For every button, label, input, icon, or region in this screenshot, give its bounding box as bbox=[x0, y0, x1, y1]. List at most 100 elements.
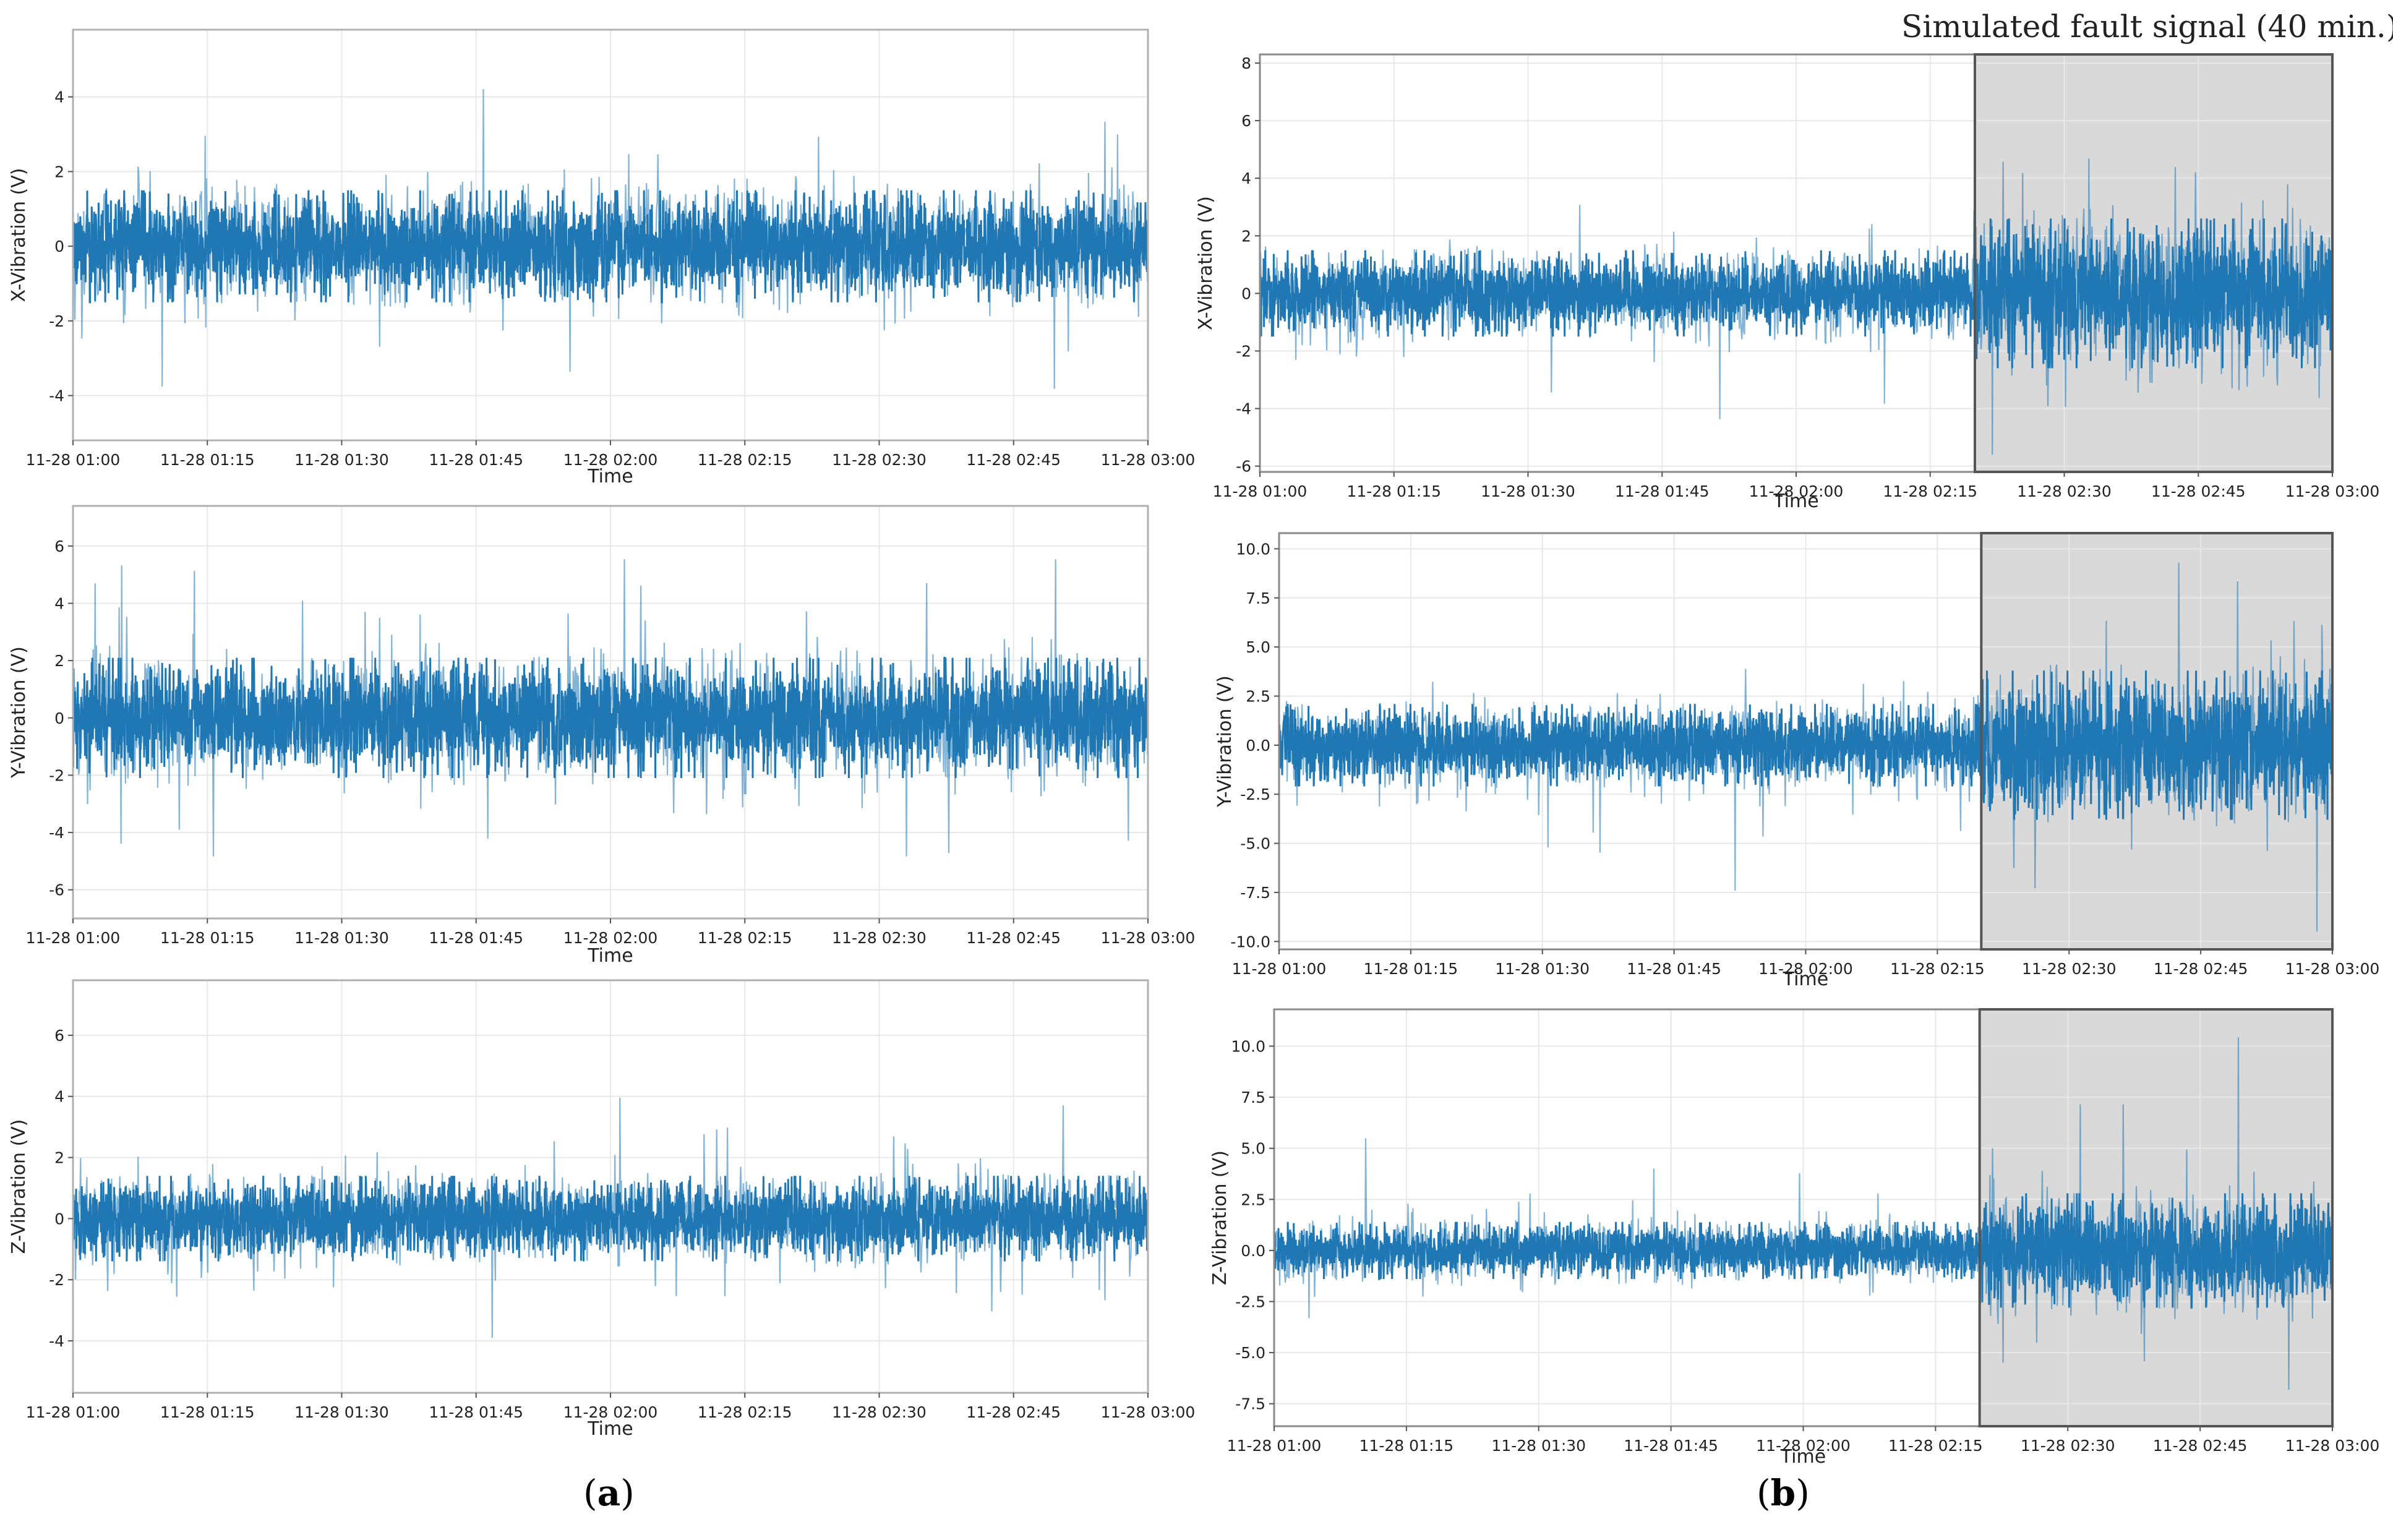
x-tick-label: 11-28 01:45 bbox=[429, 451, 523, 469]
y-tick-label: -2.5 bbox=[1240, 785, 1270, 803]
x-tick-label: 11-28 02:00 bbox=[563, 451, 658, 469]
y-tick-label: -4 bbox=[49, 1332, 64, 1350]
x-tick-label: 11-28 01:00 bbox=[1232, 960, 1327, 978]
x-tick-label: 11-28 01:30 bbox=[1491, 1437, 1586, 1455]
y-axis-label: X-Vibration (V) bbox=[8, 168, 30, 302]
x-tick-label: 11-28 01:45 bbox=[429, 929, 523, 947]
x-tick-label: 11-28 02:30 bbox=[2017, 482, 2112, 500]
y-tick-label: 6 bbox=[1241, 112, 1251, 130]
y-tick-label: 0 bbox=[54, 709, 64, 727]
x-tick-label: 11-28 01:45 bbox=[1615, 482, 1710, 500]
y-axis-label: Y-Vibration (V) bbox=[1214, 675, 1236, 808]
x-axis-label: Time bbox=[1780, 1446, 1826, 1468]
x-tick-label: 11-28 03:00 bbox=[1101, 1403, 1196, 1421]
y-tick-label: 4 bbox=[54, 594, 64, 612]
signal-core bbox=[72, 1176, 1149, 1262]
x-tick-label: 11-28 02:30 bbox=[832, 451, 927, 469]
x-tick-label: 11-28 02:45 bbox=[966, 451, 1061, 469]
fault-highlight-border bbox=[1974, 53, 2334, 473]
y-tick-label: 7.5 bbox=[1241, 1089, 1265, 1106]
y-tick-label: -4 bbox=[49, 387, 64, 405]
x-tick-label: 11-28 03:00 bbox=[2285, 1437, 2380, 1455]
x-tick-label: 11-28 01:15 bbox=[160, 929, 255, 947]
x-tick-label: 11-28 02:30 bbox=[832, 929, 927, 947]
y-tick-label: -4 bbox=[49, 824, 64, 842]
y-tick-label: -5.0 bbox=[1240, 835, 1270, 853]
x-tick-label: 11-28 01:00 bbox=[1213, 482, 1308, 500]
x-tick-label: 11-28 01:00 bbox=[1227, 1437, 1322, 1455]
x-tick-label: 11-28 02:15 bbox=[698, 1403, 792, 1421]
x-axis-label: Time bbox=[587, 945, 633, 967]
y-tick-label: 0.0 bbox=[1241, 1242, 1265, 1260]
x-tick-label: 11-28 01:15 bbox=[1359, 1437, 1454, 1455]
x-axis-label: Time bbox=[1773, 490, 1818, 512]
y-axis-label: Y-Vibration (V) bbox=[8, 646, 30, 779]
chart-b-x-vibration: 11-28 01:00 11-28 01:15 11-28 01:30 11-28 0… bbox=[1195, 53, 2380, 512]
x-tick-label: 11-28 03:00 bbox=[1101, 929, 1196, 947]
x-tick-label: 11-28 02:45 bbox=[2154, 960, 2248, 978]
y-tick-label: -4 bbox=[1236, 400, 1251, 418]
y-tick-label: 0 bbox=[54, 1210, 64, 1228]
x-tick-label: 11-28 02:30 bbox=[2021, 1437, 2115, 1455]
y-tick-label: 4 bbox=[1241, 169, 1251, 187]
y-tick-label: -7.5 bbox=[1235, 1395, 1265, 1413]
signal-core bbox=[1278, 670, 2334, 820]
x-tick-label: 11-28 02:00 bbox=[1756, 1437, 1851, 1455]
y-tick-label: 5.0 bbox=[1241, 1140, 1265, 1158]
x-tick-label: 11-28 02:45 bbox=[2151, 482, 2246, 500]
x-tick-label: 11-28 03:00 bbox=[2285, 482, 2380, 500]
x-tick-label: 11-28 01:00 bbox=[26, 929, 121, 947]
fault-highlight-border bbox=[1980, 532, 2334, 951]
y-tick-label: -2 bbox=[49, 1271, 64, 1289]
x-tick-label: 11-28 02:30 bbox=[832, 1403, 927, 1421]
y-tick-label: -6 bbox=[49, 881, 64, 899]
y-tick-label: 7.5 bbox=[1246, 589, 1270, 607]
y-tick-label: 8 bbox=[1241, 54, 1251, 72]
y-tick-label: -5.0 bbox=[1235, 1344, 1265, 1362]
signal-core bbox=[1259, 218, 2334, 369]
x-tick-label: 11-28 01:30 bbox=[1481, 482, 1575, 500]
x-axis-label: Time bbox=[587, 1418, 633, 1440]
x-axis-label: Time bbox=[587, 466, 633, 487]
y-tick-label: -6 bbox=[1236, 458, 1251, 476]
y-tick-label: 10.0 bbox=[1236, 540, 1270, 558]
x-tick-label: 11-28 02:45 bbox=[966, 1403, 1061, 1421]
y-tick-label: 6 bbox=[54, 1027, 64, 1045]
y-tick-label: 0 bbox=[1241, 284, 1251, 302]
y-tick-label: -2.5 bbox=[1235, 1293, 1265, 1311]
y-tick-label: 2 bbox=[54, 652, 64, 670]
y-tick-label: 4 bbox=[54, 88, 64, 106]
x-tick-label: 11-28 03:00 bbox=[2285, 960, 2380, 978]
x-axis-label: Time bbox=[1783, 969, 1828, 990]
y-tick-label: 0 bbox=[54, 237, 64, 255]
x-tick-label: 11-28 02:00 bbox=[1758, 960, 1853, 978]
chart-a-z-vibration: 11-28 01:00 11-28 01:15 11-28 01:30 11-28 0… bbox=[8, 979, 1196, 1440]
y-tick-label: 6 bbox=[54, 537, 64, 555]
y-tick-label: 5.0 bbox=[1246, 638, 1270, 656]
y-tick-label: 2.5 bbox=[1241, 1191, 1265, 1208]
x-tick-label: 11-28 01:45 bbox=[429, 1403, 523, 1421]
x-tick-label: 11-28 01:30 bbox=[294, 929, 389, 947]
y-axis-label: Z-Vibration (V) bbox=[1209, 1150, 1231, 1285]
fault-highlight-border bbox=[1978, 1008, 2334, 1427]
x-tick-label: 11-28 01:00 bbox=[26, 451, 121, 469]
x-tick-label: 11-28 02:15 bbox=[1883, 482, 1977, 500]
fault-annotation-title: Simulated fault signal (40 min.) bbox=[1901, 9, 2393, 45]
x-tick-label: 11-28 02:15 bbox=[1888, 1437, 1983, 1455]
x-tick-label: 11-28 01:15 bbox=[1346, 482, 1441, 500]
y-tick-label: 2.5 bbox=[1246, 687, 1270, 705]
y-tick-label: -2 bbox=[49, 766, 64, 784]
signal-core bbox=[1273, 1193, 2334, 1309]
x-tick-label: 11-28 01:30 bbox=[294, 1403, 389, 1421]
x-tick-label: 11-28 02:15 bbox=[1890, 960, 1985, 978]
y-tick-label: -2 bbox=[1236, 342, 1251, 360]
x-tick-label: 11-28 01:15 bbox=[160, 1403, 255, 1421]
y-tick-label: 10.0 bbox=[1231, 1037, 1265, 1055]
y-tick-label: 0.0 bbox=[1246, 737, 1270, 755]
x-tick-label: 11-28 02:00 bbox=[563, 1403, 658, 1421]
x-tick-label: 11-28 02:45 bbox=[966, 929, 1061, 947]
x-tick-label: 11-28 02:15 bbox=[698, 451, 792, 469]
x-tick-label: 11-28 02:30 bbox=[2022, 960, 2117, 978]
y-tick-label: 2 bbox=[54, 163, 64, 181]
x-tick-label: 11-28 01:00 bbox=[26, 1403, 121, 1421]
